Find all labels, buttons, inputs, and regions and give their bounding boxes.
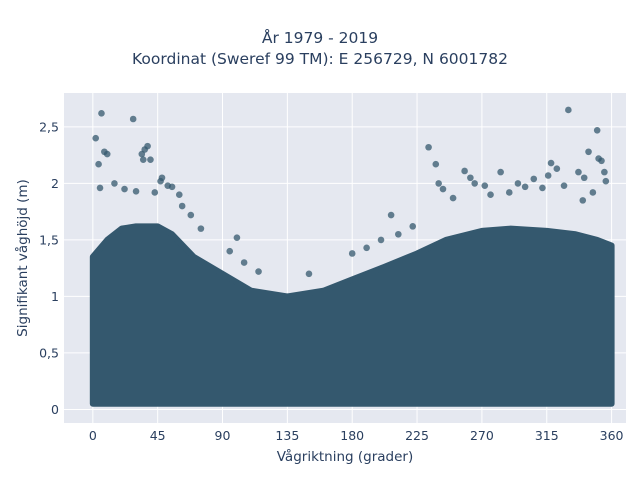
data-point <box>305 270 313 278</box>
data-point <box>505 189 513 196</box>
data-point <box>92 134 100 142</box>
data-point <box>103 150 111 158</box>
data-point <box>132 188 140 195</box>
data-point <box>233 234 241 241</box>
data-point <box>580 174 588 182</box>
data-point <box>240 259 248 266</box>
data-point <box>151 189 159 196</box>
y-tick-label: 0,5 <box>39 345 59 360</box>
x-axis-label: Vågriktning (grader) <box>277 448 414 465</box>
data-point <box>579 197 587 204</box>
data-point <box>598 157 605 165</box>
data-point <box>425 143 432 151</box>
x-tick-label: 270 <box>470 428 494 443</box>
data-points <box>92 106 610 278</box>
y-tick-label: 1 <box>51 289 59 304</box>
data-point <box>96 184 104 192</box>
data-point <box>395 230 402 238</box>
data-point <box>226 247 234 255</box>
data-point <box>601 168 608 176</box>
data-point <box>565 106 572 114</box>
data-point <box>439 185 447 193</box>
data-point <box>539 184 546 192</box>
data-point <box>147 156 154 163</box>
y-axis-ticks: 0 0,5 1 1,5 2 2,5 <box>39 119 59 417</box>
data-point <box>530 175 538 183</box>
data-point <box>481 182 489 189</box>
y-tick-label: 2,5 <box>39 119 59 134</box>
x-tick-label: 0 <box>89 428 97 443</box>
data-point <box>377 236 385 244</box>
data-point <box>157 177 164 185</box>
data-point <box>197 225 205 232</box>
data-point <box>363 244 370 252</box>
x-tick-label: 225 <box>405 428 429 443</box>
data-point <box>432 160 440 168</box>
x-tick-label: 45 <box>150 428 166 443</box>
data-point <box>129 115 137 123</box>
data-point <box>602 177 610 185</box>
x-tick-label: 135 <box>275 428 299 443</box>
data-point <box>175 191 183 199</box>
y-tick-label: 1,5 <box>39 232 59 247</box>
data-point <box>449 194 457 202</box>
data-point <box>471 180 478 187</box>
y-axis-label: Signifikant våghöjd (m) <box>14 179 31 337</box>
dense-points-area <box>89 223 615 407</box>
data-point <box>178 202 186 210</box>
chart-title-line2: Koordinat (Sweref 99 TM): E 256729, N 60… <box>132 50 508 68</box>
y-tick-label: 0 <box>51 402 59 417</box>
data-point <box>467 174 474 182</box>
data-point <box>544 172 552 179</box>
data-point <box>593 126 601 134</box>
data-point <box>487 191 494 199</box>
data-point <box>168 183 176 191</box>
data-point <box>348 250 356 257</box>
data-point <box>521 183 529 191</box>
data-point <box>187 211 195 219</box>
x-tick-label: 180 <box>340 428 364 443</box>
data-point <box>98 110 105 117</box>
data-point <box>111 180 118 187</box>
x-tick-label: 360 <box>600 428 624 443</box>
data-point <box>409 223 417 230</box>
data-point <box>95 160 102 168</box>
data-point <box>121 185 128 193</box>
data-point <box>585 148 592 156</box>
data-point <box>560 182 568 189</box>
data-point <box>547 159 555 167</box>
dense-points-band <box>89 223 615 407</box>
data-point <box>144 142 151 150</box>
x-axis-ticks: 0 45 90 135 180 225 270 315 360 <box>89 428 624 443</box>
data-point <box>461 167 468 175</box>
x-tick-label: 315 <box>535 428 559 443</box>
data-point <box>435 180 442 187</box>
data-point <box>589 189 597 196</box>
data-point <box>387 211 395 219</box>
data-point <box>497 168 504 176</box>
data-point <box>514 180 522 187</box>
y-tick-label: 2 <box>51 176 59 191</box>
data-point <box>575 168 582 176</box>
data-point <box>138 150 146 158</box>
data-point <box>139 156 147 163</box>
data-point <box>255 268 262 275</box>
x-tick-label: 90 <box>215 428 231 443</box>
chart-title-line1: År 1979 - 2019 <box>261 29 379 47</box>
data-point <box>553 165 561 173</box>
